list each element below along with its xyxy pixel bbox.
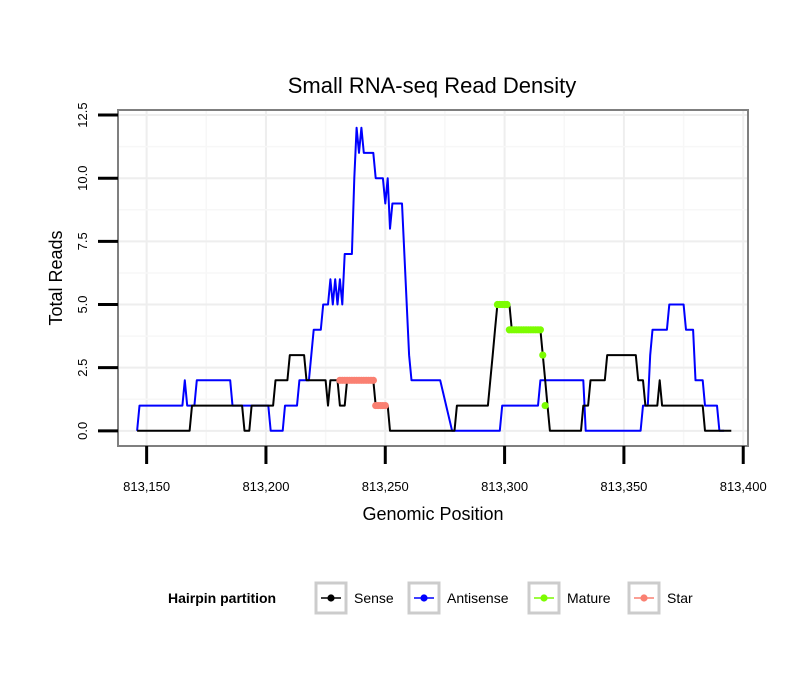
y-axis: 0.0 2.5 5.0 7.5 10.0 12.5 — [75, 102, 118, 440]
x-axis: 813,150 813,200 813,250 813,300 813,350 813,4… — [123, 446, 767, 494]
y-tick-label: 10.0 — [75, 166, 90, 191]
mature-point — [539, 351, 547, 359]
legend-label-mature: Mature — [567, 590, 611, 606]
y-tick-label: 12.5 — [75, 102, 90, 127]
x-tick-label: 813,200 — [242, 479, 289, 494]
legend-key-dot — [327, 594, 335, 602]
x-tick-label: 813,250 — [362, 479, 409, 494]
legend-item-star: Star — [627, 581, 693, 615]
chart-title: Small RNA-seq Read Density — [288, 73, 577, 98]
star-point — [381, 401, 389, 410]
legend-key-dot — [540, 594, 548, 602]
mature-point — [541, 401, 549, 410]
legend-title: Hairpin partition — [168, 590, 276, 606]
x-axis-title: Genomic Position — [362, 504, 503, 524]
legend-label-antisense: Antisense — [447, 590, 509, 606]
x-tick-label: 813,400 — [720, 479, 767, 494]
plot-border — [117, 109, 749, 447]
legend-key-dot — [420, 594, 428, 602]
legend-items: Sense Antisense Mature Star — [314, 581, 693, 615]
sense-line — [137, 303, 732, 432]
legend-label-sense: Sense — [354, 590, 394, 606]
legend-item-sense: Sense — [314, 581, 394, 615]
y-tick-label: 5.0 — [75, 295, 90, 313]
y-tick-label: 0.0 — [75, 422, 90, 440]
antisense-line — [136, 126, 725, 432]
star-point — [369, 376, 377, 384]
mature-point — [536, 326, 544, 334]
legend-item-antisense: Antisense — [407, 581, 509, 615]
x-tick-label: 813,150 — [123, 479, 170, 494]
plot-background — [118, 110, 748, 446]
y-axis-title: Total Reads — [46, 230, 66, 325]
x-tick-label: 813,300 — [481, 479, 528, 494]
mature-point — [503, 300, 511, 309]
legend: Hairpin partition Sense Antisense Mature St… — [168, 581, 693, 615]
y-tick-label: 7.5 — [75, 232, 90, 250]
legend-label-star: Star — [667, 590, 693, 606]
y-tick-label: 2.5 — [75, 359, 90, 377]
series-layer — [136, 126, 732, 432]
legend-item-mature: Mature — [527, 581, 611, 615]
legend-key-dot — [640, 594, 648, 602]
grid-lines — [118, 110, 748, 446]
plot-panel — [117, 109, 749, 447]
x-tick-label: 813,350 — [600, 479, 647, 494]
